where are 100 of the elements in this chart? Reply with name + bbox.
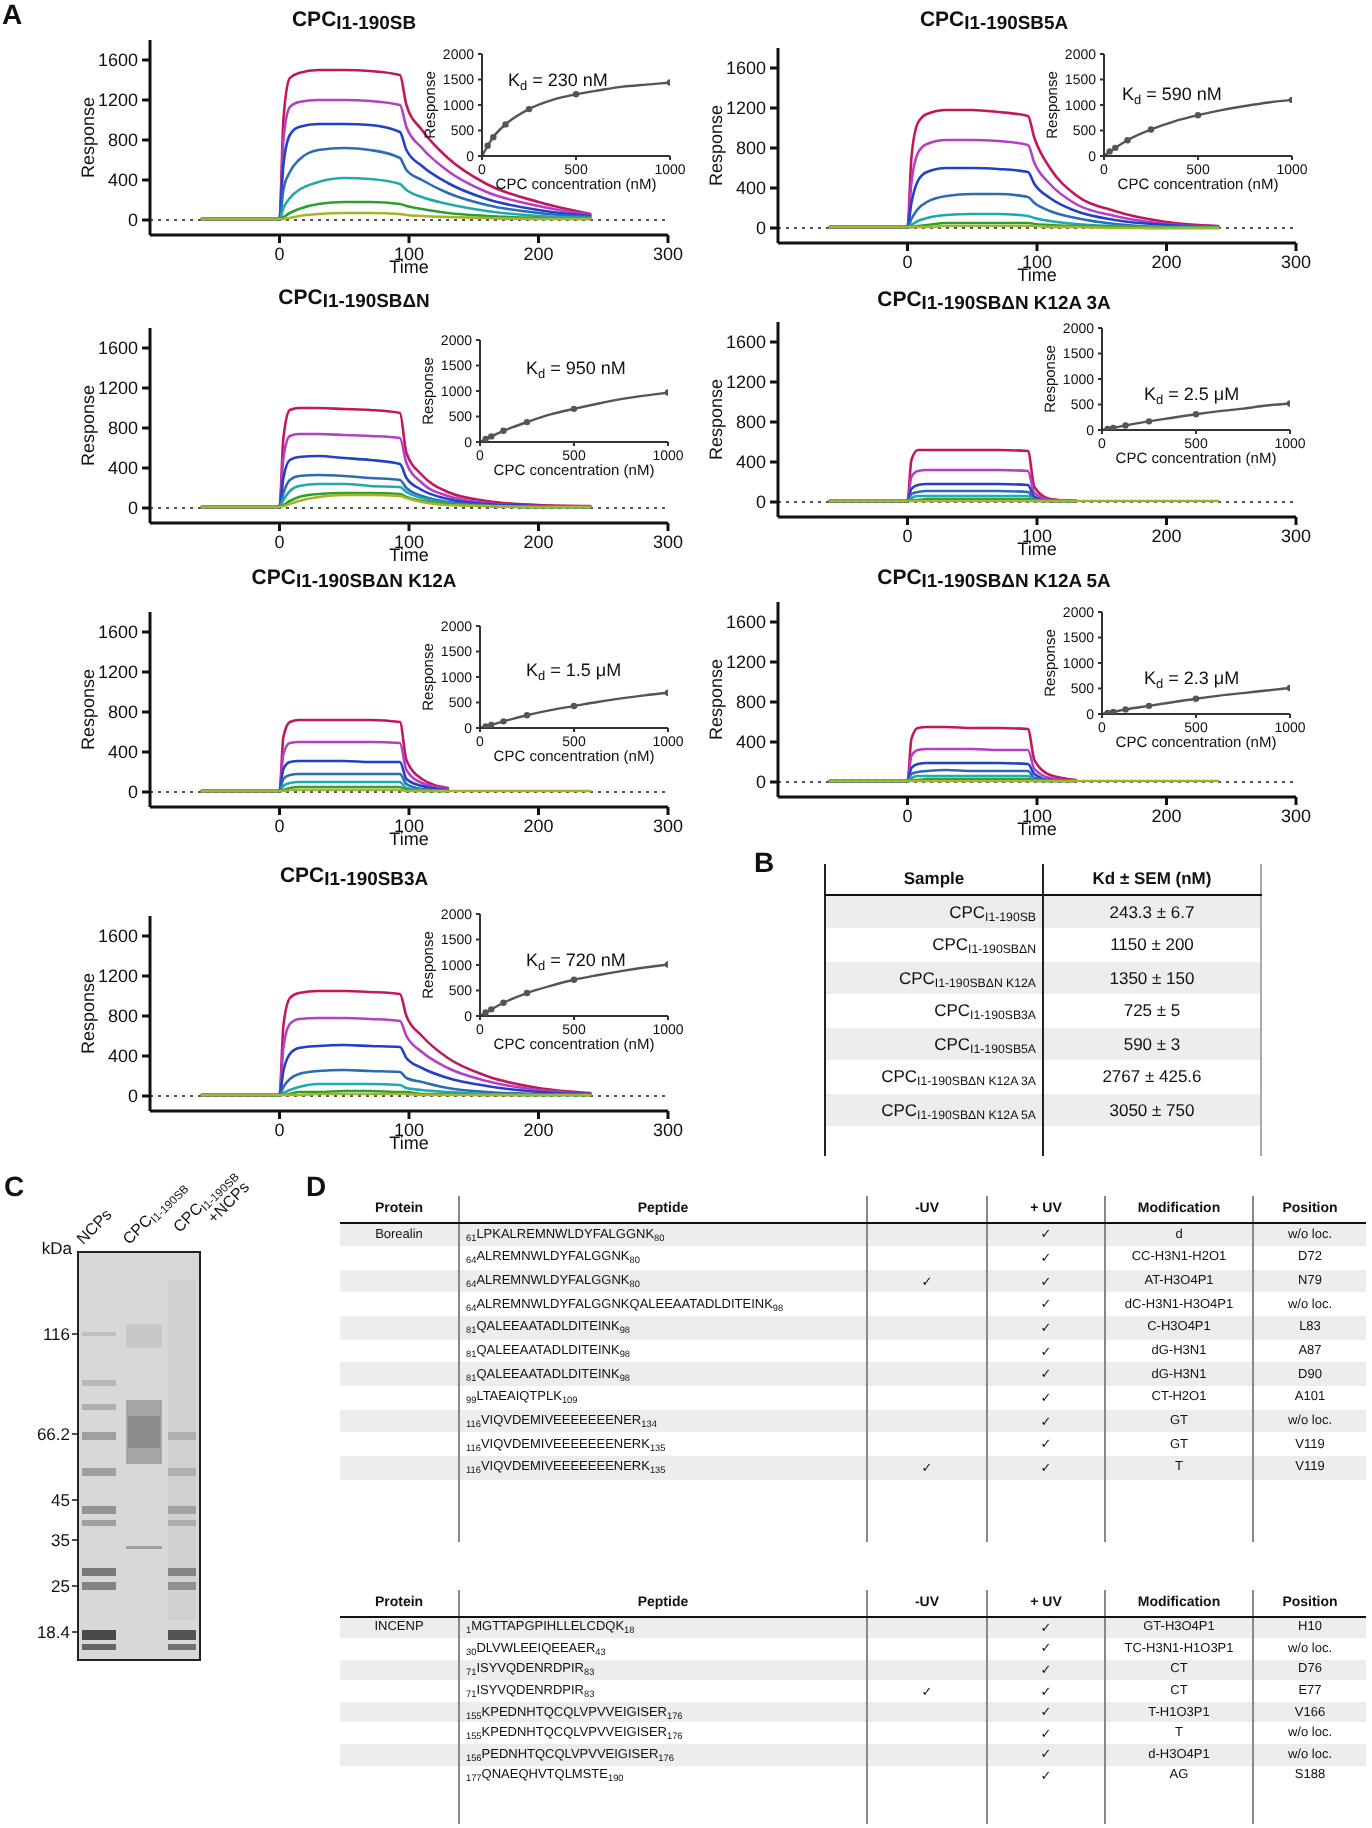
- text: 725 ± 5: [1123, 1000, 1181, 1021]
- y-tick-label: 1600: [97, 926, 138, 947]
- y-tick-label: 800: [735, 692, 766, 713]
- y-tick-label: 800: [107, 702, 138, 723]
- x-tick-label: 0: [902, 251, 913, 272]
- y-tick-label: 0: [755, 772, 766, 793]
- y-tick-label: 400: [735, 452, 766, 473]
- text: 66.2: [36, 1424, 70, 1444]
- x-tick-label: 200: [523, 531, 554, 552]
- x-tick-label: 200: [523, 1119, 554, 1140]
- text: B: [754, 846, 775, 878]
- text: CPC$_{I1-190SB5A}$: [934, 1033, 1036, 1057]
- y-tick-label: 1600: [97, 50, 138, 71]
- text: CPC$_{I1-190SBΔN K12A 5A}$: [881, 1099, 1036, 1123]
- x-tick-label: 200: [1151, 805, 1182, 826]
- text: CPC$_{I1-190SB}$: [949, 901, 1036, 925]
- chart-title: CPC$_{I1-190SB5A}$: [919, 8, 1069, 36]
- y-tick-label: 1200: [97, 378, 138, 399]
- text: 1150 ± 200: [1110, 934, 1194, 955]
- y-axis-title: Response: [706, 104, 727, 187]
- annotation: K$_{d}$ = 1.5 μM: [526, 660, 622, 684]
- chart-title: CPC$_{I1-190SB}$: [291, 8, 417, 36]
- chart-title: CPC$_{I1-190SBΔN}$: [278, 286, 430, 314]
- x-tick-label: 0: [274, 815, 285, 836]
- x-tick-label: 300: [652, 815, 684, 836]
- x-tick-label: 200: [1151, 525, 1182, 546]
- y-tick-label: 800: [735, 138, 766, 159]
- x-tick-label: 300: [1280, 251, 1312, 272]
- x-tick-label: 300: [1280, 805, 1312, 826]
- y-tick-label: 400: [735, 178, 766, 199]
- annotation: K$_{d}$ = 720 nM: [526, 950, 626, 974]
- annotation: K$_{d}$ = 2.5 μM: [1144, 384, 1240, 408]
- text: 1350 ± 150: [1109, 967, 1195, 988]
- x-tick-label: 300: [652, 531, 684, 552]
- annotation: K$_{d}$ = 230 nM: [508, 70, 608, 94]
- y-axis-title: Response: [78, 972, 99, 1055]
- text: 243.3 ± 6.7: [1109, 901, 1195, 922]
- y-tick-label: 400: [107, 742, 138, 763]
- text: 2767 ± 425.6: [1102, 1066, 1202, 1087]
- x-tick-label: 200: [523, 243, 554, 264]
- x-tick-label: 300: [652, 243, 684, 264]
- y-axis-title: Response: [706, 378, 727, 461]
- y-tick-label: 1600: [725, 58, 766, 79]
- y-tick-label: 1200: [97, 662, 138, 683]
- text: 35: [51, 1530, 70, 1550]
- y-tick-label: 0: [755, 492, 766, 513]
- text: A: [2, 0, 23, 30]
- y-axis-title: Response: [78, 668, 99, 751]
- y-axis-title: Response: [78, 384, 99, 467]
- x-tick-label: 200: [1151, 251, 1182, 272]
- y-tick-label: 1600: [97, 622, 138, 643]
- text: CPC$_{I1-190SBΔN K12A}$: [898, 967, 1036, 991]
- y-tick-label: 0: [127, 210, 138, 231]
- text: 590 ± 3: [1123, 1033, 1181, 1054]
- y-axis-title: Response: [78, 96, 99, 179]
- text: C: [4, 1170, 25, 1202]
- category-label: Kd ± SEM (nM): [1092, 868, 1212, 889]
- x-tick-label: 0: [902, 805, 913, 826]
- y-tick-label: 1200: [97, 966, 138, 987]
- annotation: K$_{d}$ = 950 nM: [526, 358, 626, 382]
- text: 45: [51, 1490, 70, 1510]
- y-tick-label: 800: [107, 130, 138, 151]
- x-tick-label: 300: [652, 1119, 684, 1140]
- y-tick-label: 0: [127, 498, 138, 519]
- annotation: K$_{d}$ = 2.3 μM: [1144, 668, 1240, 692]
- chart-title: CPC$_{I1-190SB3A}$: [279, 864, 429, 892]
- y-tick-label: 1200: [97, 90, 138, 111]
- annotation: K$_{d}$ = 590 nM: [1122, 84, 1222, 108]
- y-tick-label: 800: [107, 418, 138, 439]
- y-tick-label: 0: [755, 218, 766, 239]
- y-tick-label: 400: [107, 1046, 138, 1067]
- y-tick-label: 800: [107, 1006, 138, 1027]
- x-tick-label: 0: [274, 243, 285, 264]
- text: CPC$_{I1-190SBΔN K12A 3A}$: [881, 1066, 1036, 1090]
- y-tick-label: 1600: [725, 612, 766, 633]
- x-tick-label: 0: [902, 525, 913, 546]
- x-tick-label: 300: [1280, 525, 1312, 546]
- y-tick-label: 1600: [97, 338, 138, 359]
- text: 18.4: [36, 1622, 70, 1642]
- text: CPC$_{I1-190SBΔN}$: [932, 934, 1036, 958]
- y-tick-label: 400: [107, 458, 138, 479]
- y-tick-label: 400: [107, 170, 138, 191]
- x-tick-label: 0: [274, 1119, 285, 1140]
- chart-title: CPC$_{I1-190SBΔN K12A 5A}$: [877, 566, 1111, 594]
- y-tick-label: 1200: [725, 652, 766, 673]
- x-tick-label: 0: [274, 531, 285, 552]
- chart-title: CPC$_{I1-190SBΔN K12A 3A}$: [877, 288, 1111, 316]
- category-label: Sample: [903, 868, 965, 889]
- chart-title: CPC$_{I1-190SBΔN K12A}$: [251, 566, 457, 594]
- y-tick-label: 800: [735, 412, 766, 433]
- y-tick-label: 1200: [725, 372, 766, 393]
- text: CPC$_{I1-190SB3A}$: [934, 1000, 1036, 1024]
- text: 3050 ± 750: [1109, 1099, 1195, 1120]
- x-tick-label: 200: [523, 815, 554, 836]
- y-tick-label: 0: [127, 1086, 138, 1107]
- text: 25: [51, 1576, 70, 1596]
- y-axis-title: Response: [706, 658, 727, 741]
- text: kDa: [41, 1238, 72, 1258]
- text: 116: [42, 1324, 70, 1344]
- text: D: [306, 1170, 327, 1202]
